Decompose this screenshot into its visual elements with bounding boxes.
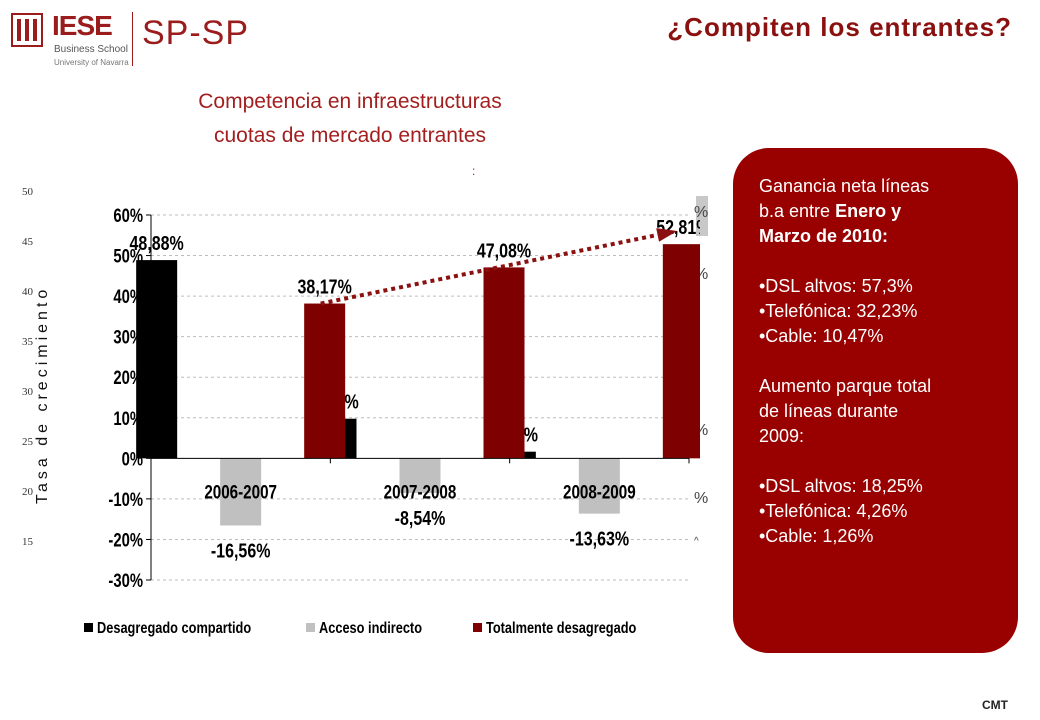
ghost-tick: 45 xyxy=(22,236,33,248)
bar-chart: 60%50%40%30%20%10%0%-10%-20%-30%48,88%9,… xyxy=(84,205,700,638)
panel-item: •Telefónica: 32,23% xyxy=(759,301,918,321)
slide-title: ¿Compiten los entrantes? xyxy=(667,12,1012,42)
logo-brand: IESE xyxy=(52,10,113,41)
ghost-tick: ^ xyxy=(694,536,699,547)
ghost-tick: 40 xyxy=(22,286,33,298)
data-label: -8,54% xyxy=(395,507,446,529)
panel-item: •Cable: 10,47% xyxy=(759,326,884,346)
bar xyxy=(578,458,620,514)
logo-unit: SP-SP xyxy=(142,14,250,52)
trend-arrowhead xyxy=(656,228,678,242)
subtitle-dash: : xyxy=(472,164,476,178)
panel-heading2-line: 2009: xyxy=(759,426,805,446)
ghost-left-ticks: 50 45 40 35 30 25 20 15 xyxy=(22,180,42,560)
panel-item: •Telefónica: 4,26% xyxy=(759,501,908,521)
logo-subtitle: Business School xyxy=(54,44,128,55)
data-label: 47,08% xyxy=(477,240,531,262)
y-tick-label: 60% xyxy=(113,205,143,226)
y-tick-label: 30% xyxy=(113,327,143,348)
ghost-tick: 20 xyxy=(22,486,33,498)
panel-heading-line2: b.a entre Enero y xyxy=(759,199,996,224)
trend-line xyxy=(320,230,672,306)
panel-item: •DSL altvos: 18,25% xyxy=(759,476,923,496)
category-label: 2007-2008 xyxy=(384,481,457,503)
data-label: -16,56% xyxy=(211,540,271,562)
legend-swatch xyxy=(84,623,93,632)
ghost-tick: 25 xyxy=(22,436,33,448)
chart-subtitle-line1: Competencia en infraestructuras xyxy=(198,90,502,113)
y-tick-label: -30% xyxy=(108,570,143,591)
ghost-gray-block xyxy=(696,196,708,236)
y-tick-label: -20% xyxy=(108,530,143,551)
logo-divider xyxy=(132,12,133,66)
ghost-tick: % xyxy=(694,490,709,507)
y-axis-label: Tasa de crecimiento xyxy=(34,285,51,504)
legend-label: Acceso indirecto xyxy=(319,620,422,638)
panel-heading-line3: Marzo de 2010: xyxy=(759,224,996,249)
y-tick-label: 50% xyxy=(113,246,143,267)
panel-heading-line2-pre: b.a entre xyxy=(759,201,836,221)
category-label: 2006-2007 xyxy=(204,481,277,503)
panel-heading-line1: Ganancia neta líneas xyxy=(759,176,930,196)
bar xyxy=(136,260,178,459)
legend-swatch xyxy=(306,623,315,632)
panel-heading2-line: Aumento parque total xyxy=(759,376,932,396)
ghost-tick: 50 xyxy=(22,186,33,198)
legend-label: Desagregado compartido xyxy=(97,620,251,638)
iese-logo: IESE Business School University of Navar… xyxy=(10,8,250,70)
ghost-tick: 15 xyxy=(22,536,33,548)
bar xyxy=(483,267,525,459)
y-tick-label: -10% xyxy=(108,489,143,510)
bar xyxy=(662,244,700,459)
category-label: 2008-2009 xyxy=(563,481,636,503)
legend-label: Totalmente desagregado xyxy=(486,620,636,638)
panel-item: •DSL altvos: 57,3% xyxy=(759,276,913,296)
legend-swatch xyxy=(473,623,482,632)
data-label: -13,63% xyxy=(570,528,630,550)
panel-heading-line3-bold: Marzo de 2010: xyxy=(759,226,889,246)
ghost-tick: 35 xyxy=(22,336,33,348)
y-tick-label: 20% xyxy=(113,367,143,388)
y-tick-label: 40% xyxy=(113,286,143,307)
panel-heading-line2-bold: Enero y xyxy=(835,201,902,221)
data-label: 48,88% xyxy=(130,232,184,254)
bar xyxy=(304,303,346,459)
info-panel: Ganancia neta líneas b.a entre Enero y M… xyxy=(733,148,1018,653)
bar xyxy=(399,458,441,493)
panel-heading2-line: de líneas durante xyxy=(759,401,899,421)
source-label: CMT xyxy=(982,698,1008,712)
ghost-tick: 30 xyxy=(22,386,33,398)
data-label: 38,17% xyxy=(298,276,352,298)
y-tick-label: 10% xyxy=(113,408,143,429)
panel-item: •Cable: 1,26% xyxy=(759,526,874,546)
bar xyxy=(220,458,262,526)
chart-subtitle-line2: cuotas de mercado entrantes xyxy=(214,124,486,147)
logo-university: University of Navarra xyxy=(54,58,129,67)
iese-shield-icon xyxy=(11,13,43,47)
ghost-tick: % xyxy=(694,204,709,221)
